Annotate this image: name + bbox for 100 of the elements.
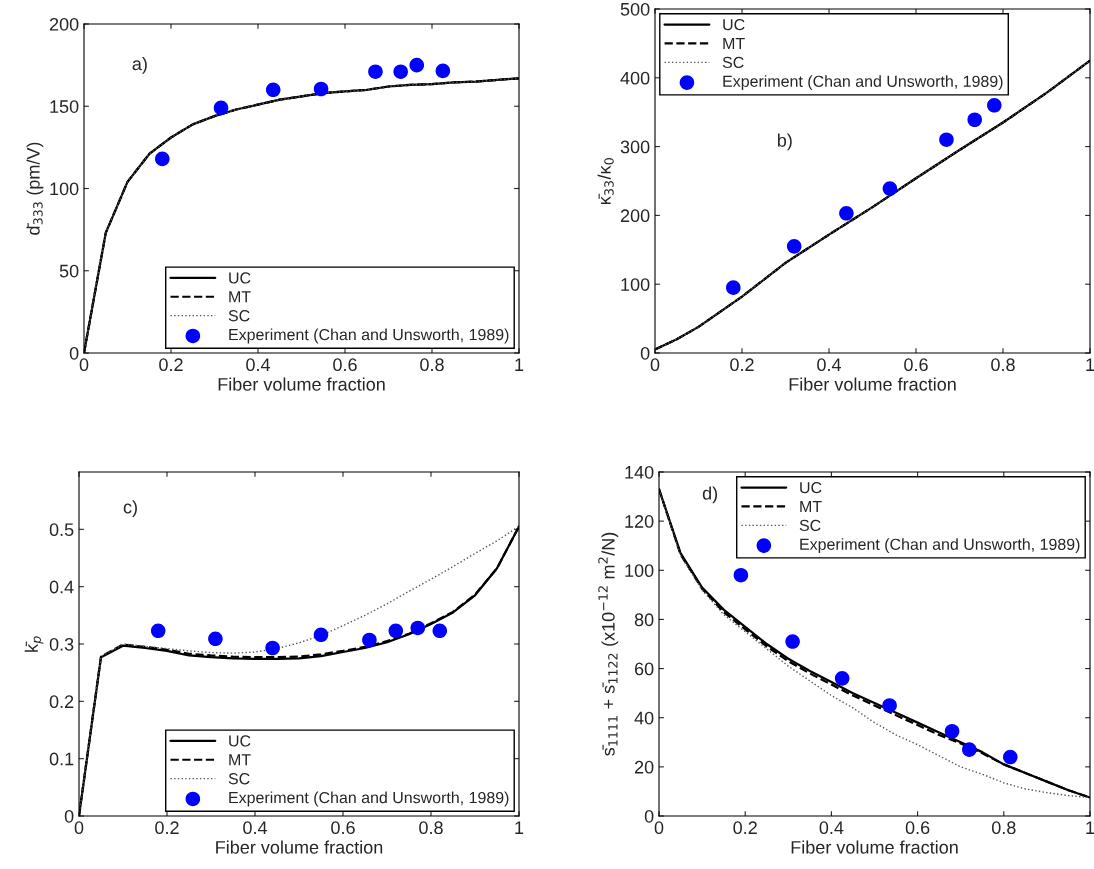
legend-label: MT [229,291,251,303]
legend-label: Experiment (Chan and Unsworth, 1989) [229,791,509,807]
y-tick-label: 120 [625,515,654,528]
x-tick-label: 0.2 [730,358,754,372]
legend-label: MT [800,501,822,513]
x-tick-label: 0.2 [733,821,757,835]
point [213,100,229,116]
y-tick-label: 80 [634,613,654,627]
y-tick-label: 0.1 [49,752,74,766]
x-tick-label: 0.8 [991,358,1015,372]
point [834,671,850,686]
y-tick-label: 200 [620,209,650,223]
legend-label: UC [229,272,251,284]
point [733,567,749,583]
legend-label: MT [229,754,251,766]
y-tick-label: 500 [620,2,650,16]
x-tick-label: 0.6 [333,358,357,372]
y-tick-label: 150 [50,100,79,113]
point [155,151,170,167]
x-axis-title: Fiber volume fraction [216,840,383,854]
x-tick-label: 0.6 [331,821,355,835]
x-tick-label: 0.6 [904,358,928,372]
legend-label: Experiment (Chan and Unsworth, 1989) [800,538,1080,554]
y-axis-title: d̄$_{333}$ (pm/V) [26,142,44,235]
y-tick-label: 200 [49,17,79,31]
x-tick-label: 0.4 [817,358,842,372]
point [962,742,977,757]
point [362,632,377,648]
point [967,112,983,128]
y-tick-label: 0 [64,809,74,823]
y-tick-label: 140 [625,465,654,479]
y-tick-label: 0.4 [49,580,74,594]
legend-label: UC [229,735,251,747]
legend-label: MT [723,38,745,50]
point [987,98,1002,113]
y-axis-title: k̄$_{p}$ [24,636,44,652]
y-tick-label: 400 [620,71,650,85]
x-tick-label: 0.8 [991,821,1016,835]
point [313,81,329,97]
x-tick-label: 1 [1086,358,1094,371]
x-tick-label: 1 [1086,821,1094,834]
x-axis-title: Fiber volume fraction [218,377,385,391]
point [393,64,408,79]
y-tick-label: 0 [69,346,79,360]
y-tick-label: 40 [634,711,654,725]
x-tick-label: 0.8 [419,821,443,835]
point [409,57,425,73]
x-tick-label: 0.6 [905,821,930,835]
point [265,640,280,656]
x-tick-label: 1 [515,358,524,371]
point [944,723,960,739]
y-tick-label: 0.5 [49,523,74,537]
y-tick-label: 300 [620,140,650,154]
annotation: b) [777,133,792,151]
x-tick-label: 1 [515,821,524,834]
x-tick-label: 0.2 [159,358,183,372]
legend-label: Experiment (Chan and Unsworth, 1989) [723,75,1003,91]
point [208,631,223,647]
legend-label: SC [228,773,250,785]
point [939,132,954,147]
point [726,280,741,295]
y-tick-label: 60 [634,662,654,676]
point [388,623,404,639]
x-tick-label: 0.4 [246,358,271,372]
y-tick-label: 100 [625,564,654,578]
x-tick-label: 0 [79,358,89,372]
y-tick-label: 20 [634,760,654,774]
y-axis-title: κ̄$_{33}$/κ$_{0}$ [597,158,614,205]
x-tick-label: 0.4 [819,821,844,835]
point [1002,749,1018,765]
x-tick-label: 0.8 [420,358,444,372]
point [265,82,281,98]
y-tick-label: 0.3 [49,637,74,651]
point [368,64,383,79]
y-tick-label: 100 [621,278,650,291]
point [786,239,802,254]
y-tick-label: 50 [59,264,79,278]
x-axis-title: Fiber volume fraction [791,840,958,854]
annotation: d) [702,486,718,504]
y-tick-label: 0 [644,809,654,823]
y-tick-label: 0 [640,346,650,360]
annotation: a) [132,56,147,74]
legend-label: SC [228,310,250,322]
x-tick-label: 0.2 [155,821,179,835]
point [432,623,448,639]
text: s̄$_{1111}$ + s̄$_{1122}$ (x10$^{−12}$ m$^{2}$/N) [598,532,619,756]
annotation: c) [123,500,137,518]
point [785,634,800,649]
y-tick-label: 0.2 [49,695,74,709]
x-tick-label: 0 [654,821,664,835]
legend-label: SC [722,56,744,69]
legend-label: Experiment (Chan and Unsworth, 1989) [229,328,509,344]
point [882,181,898,196]
legend-label: SC [799,519,821,532]
point [882,698,897,713]
y-tick-label: 100 [50,182,79,196]
legend-label: UC [800,482,822,494]
x-tick-label: 0.4 [243,821,268,835]
point [839,206,854,221]
point [150,623,166,639]
